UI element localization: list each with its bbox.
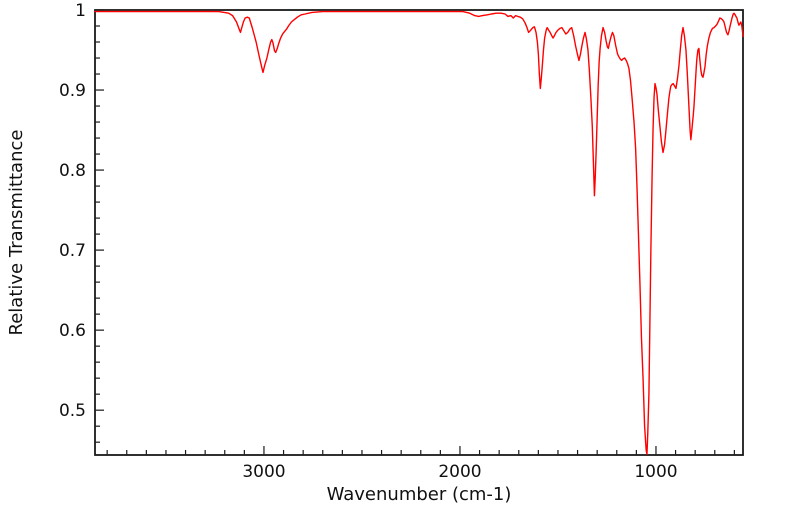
y-tick-label: 1 [75,1,86,21]
x-tick-label: 1000 [634,462,677,482]
y-tick-label: 0.9 [59,81,86,101]
x-axis-label: Wavenumber (cm-1) [327,484,512,505]
axis-ticks [95,9,735,455]
y-axis-label: Relative Transmittance [6,130,27,336]
y-tick-label: 0.7 [59,241,86,261]
y-tick-label: 0.5 [59,401,86,421]
x-tick-label: 3000 [242,462,285,482]
y-tick-label: 0.8 [59,161,86,181]
x-tick-label: 2000 [438,462,481,482]
plot-frame [94,9,744,456]
y-tick-label: 0.6 [59,321,86,341]
spectrum-line [94,10,744,455]
axis-tick-labels: 3000 2000 1000 1 0.9 0.8 0.7 0.6 0.5 [59,1,678,482]
